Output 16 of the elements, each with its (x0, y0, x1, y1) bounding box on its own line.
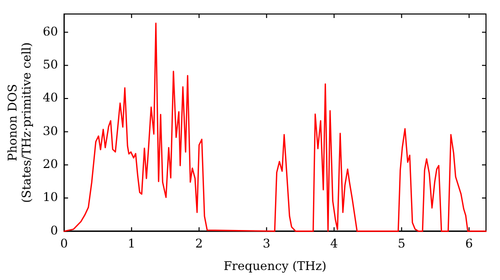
x-tick-label: 5 (398, 236, 406, 251)
y-tick-label: 0 (50, 223, 58, 238)
y-tick-label: 40 (42, 90, 58, 105)
y-tick-label: 30 (42, 124, 58, 138)
x-tick-label: 3 (262, 236, 270, 251)
y-tick-label: 60 (42, 24, 58, 38)
x-tick-label: 1 (128, 236, 136, 251)
y-axis-title: Phonon DOS (States/THz·primitive cell) (5, 42, 34, 203)
x-tick-label: 0 (60, 236, 68, 251)
y-tick-label: 10 (42, 190, 58, 204)
y-tick-label: 20 (42, 157, 58, 172)
x-axis-title: Frequency (THz) (224, 258, 326, 273)
x-tick-label: 4 (330, 236, 338, 251)
y-tick-label: 50 (42, 58, 58, 72)
x-tick-label: 6 (465, 236, 473, 251)
x-tick-label: 2 (195, 236, 203, 251)
